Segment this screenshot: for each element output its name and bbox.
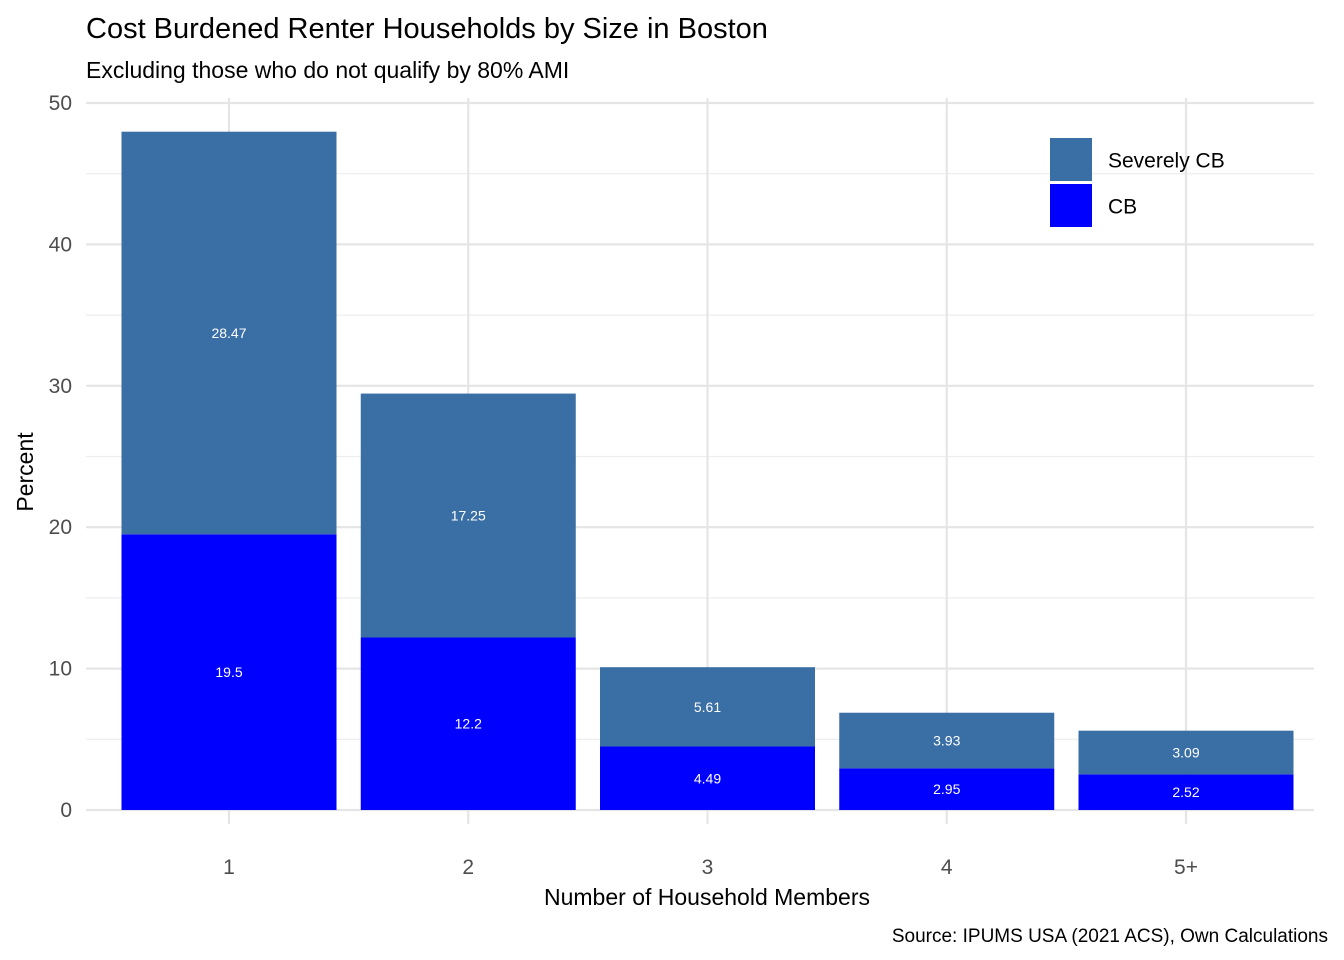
bar-cb-4 — [839, 768, 1055, 810]
bar-value-label: 28.47 — [211, 325, 246, 341]
chart-subtitle: Excluding those who do not qualify by 80… — [86, 57, 569, 83]
bar-severely-cb-2 — [360, 393, 576, 638]
legend-key-severely-cb — [1050, 138, 1092, 181]
bar-severely-cb-3 — [600, 667, 815, 747]
bar-value-label: 12.2 — [455, 716, 482, 732]
bar-severely-cb-5+ — [1078, 730, 1294, 775]
bar-cb-2 — [360, 637, 576, 810]
bar-severely-cb-1 — [121, 131, 337, 535]
bar-value-label: 5.61 — [694, 699, 721, 715]
bar-cb-3 — [600, 746, 815, 810]
legend-label: CB — [1108, 196, 1137, 219]
bar-cb-1 — [121, 534, 337, 810]
y-tick-label: 50 — [49, 92, 72, 115]
chart-caption: Source: IPUMS USA (2021 ACS), Own Calcul… — [892, 926, 1328, 947]
legend-label: Severely CB — [1108, 150, 1225, 173]
bar-severely-cb-4 — [839, 712, 1055, 769]
bar-cb-5+ — [1078, 774, 1294, 810]
bar-value-label: 19.5 — [215, 664, 242, 680]
y-axis-title: Percent — [12, 432, 38, 512]
y-tick-label: 0 — [60, 799, 72, 822]
x-tick-label: 1 — [223, 856, 235, 879]
bar-value-label: 3.09 — [1172, 745, 1199, 761]
bar-labels: 19.5 28.47 12.2 17.25 4.49 5.61 2.95 3.93 2.52 3.… — [211, 325, 1199, 800]
y-tick-label: 20 — [49, 516, 72, 539]
x-tick-label: 4 — [941, 856, 953, 879]
y-axis-ticks: 0 10 20 30 40 50 — [49, 92, 72, 822]
x-axis-ticks: 1 2 3 4 5+ — [223, 856, 1198, 879]
y-tick-label: 10 — [49, 658, 72, 681]
legend-key-cb — [1050, 184, 1092, 227]
x-tick-label: 5+ — [1174, 856, 1198, 879]
bar-value-label: 3.93 — [933, 733, 960, 749]
y-tick-label: 40 — [49, 233, 72, 256]
chart-title: Cost Burdened Renter Households by Size … — [86, 13, 768, 45]
y-tick-label: 30 — [49, 375, 72, 398]
bar-value-label: 4.49 — [694, 770, 721, 786]
bar-value-label: 2.95 — [933, 781, 960, 797]
legend: Severely CB CB — [1050, 138, 1225, 227]
x-tick-label: 3 — [702, 856, 714, 879]
x-tick-label: 2 — [462, 856, 474, 879]
bar-value-label: 17.25 — [451, 508, 486, 524]
x-axis-title: Number of Household Members — [544, 884, 870, 910]
bar-value-label: 2.52 — [1172, 784, 1199, 800]
bars — [121, 131, 1294, 810]
